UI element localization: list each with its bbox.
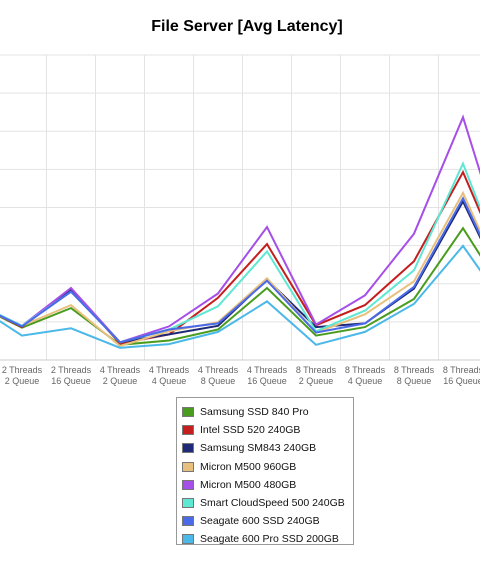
legend-label: Seagate 600 SSD 240GB [200, 515, 320, 528]
series-line [0, 114, 480, 344]
legend-item: Seagate 600 Pro SSD 200GB [177, 530, 353, 548]
legend-item: Smart CloudSpeed 500 240GB [177, 494, 353, 512]
legend-swatch [182, 498, 194, 509]
legend-label: Samsung SSD 840 Pro [200, 406, 309, 419]
x-tick-label: 8 Threads 16 Queue [443, 365, 480, 386]
x-tick-label: 8 Threads 2 Queue [296, 365, 337, 386]
legend-swatch [182, 516, 194, 527]
series-line [0, 161, 480, 344]
legend-swatch [182, 534, 194, 545]
legend-swatch [182, 461, 194, 472]
x-tick-label: 4 Threads 2 Queue [100, 365, 141, 386]
x-tick-label: 8 Threads 8 Queue [394, 365, 435, 386]
x-tick-label: 4 Threads 4 Queue [149, 365, 190, 386]
legend-label: Intel SSD 520 240GB [200, 424, 301, 437]
legend-label: Smart CloudSpeed 500 240GB [200, 497, 345, 510]
legend-swatch [182, 443, 194, 454]
legend-label: Samsung SM843 240GB [200, 442, 317, 455]
legend-swatch [182, 479, 194, 490]
legend-item: Samsung SM843 240GB [177, 439, 353, 457]
legend-item: Micron M500 960GB [177, 458, 353, 476]
legend-swatch [182, 425, 194, 436]
series-line [0, 226, 480, 346]
chart-title: File Server [Avg Latency] [151, 18, 343, 35]
legend-item: Micron M500 480GB [177, 476, 353, 494]
x-tick-label: 8 Threads 4 Queue [345, 365, 386, 386]
series-line [0, 190, 480, 348]
x-tick-label: 2 Threads 16 Queue [51, 365, 92, 386]
chart-legend: Samsung SSD 840 Pro Intel SSD 520 240GB Sa… [176, 397, 354, 545]
x-tick-label: 4 Threads 16 Queue [247, 365, 288, 386]
legend-item: Seagate 600 SSD 240GB [177, 512, 353, 530]
legend-item: Intel SSD 520 240GB [177, 421, 353, 439]
legend-label: Micron M500 960GB [200, 460, 297, 473]
legend-item: Samsung SSD 840 Pro [177, 403, 353, 421]
series-line [0, 244, 480, 349]
x-tick-label: 2 Threads 2 Queue [2, 365, 43, 386]
x-tick-label: 4 Threads 8 Queue [198, 365, 239, 386]
legend-label: Seagate 600 Pro SSD 200GB [200, 533, 339, 546]
series-line [0, 199, 480, 344]
legend-label: Micron M500 480GB [200, 478, 297, 491]
legend-swatch [182, 407, 194, 418]
grid [0, 54, 480, 361]
series-line [0, 196, 480, 344]
